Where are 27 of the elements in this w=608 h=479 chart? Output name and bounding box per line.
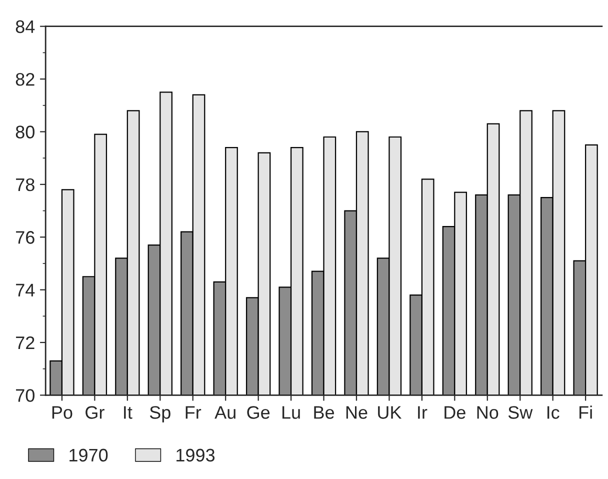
x-tick-label: Fr: [186, 406, 202, 419]
x-tick-label: Au: [214, 406, 236, 419]
x-tick-label: Ic: [547, 406, 560, 419]
x-tick-label: Sw: [508, 406, 533, 419]
y-tick-label: 82: [16, 72, 34, 86]
y-tick-label: 80: [16, 126, 34, 138]
x-tick-label: Lu: [282, 406, 300, 419]
x-tick-label: Gr: [86, 406, 104, 419]
y-tick-label: 70: [16, 389, 34, 402]
x-tick-label: It: [124, 406, 132, 419]
y-tick-label: 72: [16, 336, 34, 350]
x-tick-label: Be: [314, 406, 334, 419]
y-tick-label: 74: [16, 284, 35, 296]
x-tick-label: Ne: [346, 406, 368, 419]
x-tick-label: Ge: [247, 406, 270, 419]
x-tick-label: No: [477, 406, 498, 419]
y-tick-label: 84: [16, 20, 35, 34]
legend-label: 1993: [176, 448, 215, 462]
y-tick-label: 76: [16, 231, 34, 244]
x-tick-label: Po: [52, 406, 72, 419]
legend-label: 1970: [70, 448, 108, 462]
y-tick-label: 78: [16, 178, 34, 192]
x-tick-label: De: [444, 406, 466, 419]
x-tick-label: Sp: [150, 406, 170, 422]
x-tick-label: UK: [378, 406, 402, 419]
x-tick-label: Ir: [418, 406, 428, 419]
x-tick-label: Fi: [580, 406, 592, 419]
